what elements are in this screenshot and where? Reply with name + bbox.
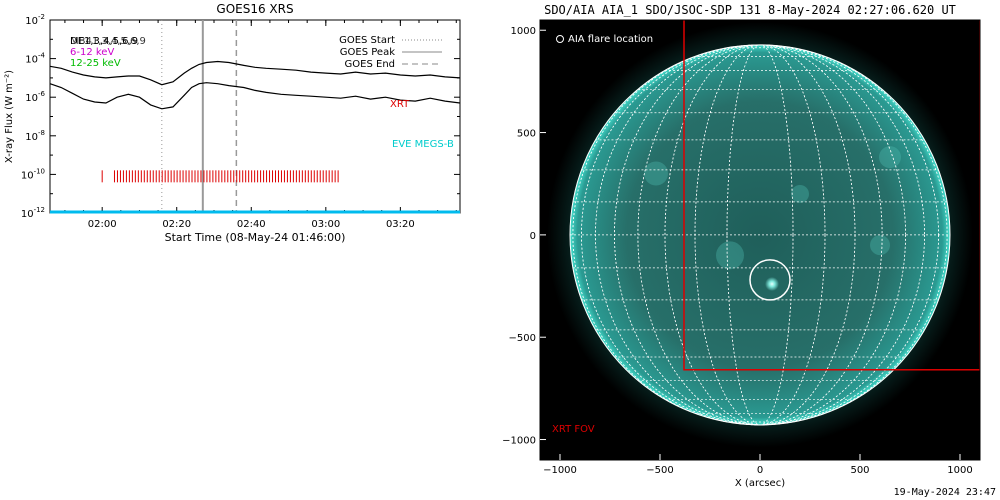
x-tick-label: 500 bbox=[850, 465, 869, 476]
longitude-line bbox=[637, 44, 883, 426]
flare-brightening bbox=[765, 277, 779, 291]
y-tick-label: 10-12 bbox=[21, 206, 45, 220]
goes-xrs-chart: GOES16 XRS 10-2 10-4 10-6 10-8 10-10 10-12 02:0… bbox=[4, 2, 461, 244]
x-tick-label: 02:20 bbox=[162, 219, 191, 230]
x-axis-label: X (arcsec) bbox=[735, 478, 785, 489]
x-tick-label: 1000 bbox=[947, 465, 972, 476]
xrt-fov-box bbox=[683, 20, 980, 371]
flare-legend-symbol bbox=[556, 35, 564, 43]
y-tick-label: −500 bbox=[509, 333, 536, 344]
flux-series-2 bbox=[49, 82, 461, 110]
active-region bbox=[879, 146, 901, 169]
image-title: SDO/AIA AIA_1 SDO/JSOC-SDP 131 8-May-202… bbox=[544, 3, 956, 17]
channel-legend-item: 6-12 keV bbox=[70, 47, 114, 58]
chart-title: GOES16 XRS bbox=[216, 2, 293, 16]
x-tick-label: −500 bbox=[646, 465, 673, 476]
y-tick-label: 10-4 bbox=[25, 52, 45, 66]
y-tick-label: 10-6 bbox=[25, 90, 45, 104]
flux-series-1 bbox=[49, 60, 461, 86]
footer-timestamp: 19-May-2024 23:47 bbox=[893, 487, 996, 498]
y-axis-label: X-ray Flux (W m⁻²) bbox=[4, 70, 15, 163]
active-region bbox=[870, 235, 890, 256]
xrt-label: XRT bbox=[390, 99, 410, 110]
y-tick-label: 0 bbox=[530, 231, 536, 242]
image-content bbox=[540, 20, 980, 460]
x-tick-label: 02:00 bbox=[88, 219, 117, 230]
x-tick-label: 02:40 bbox=[237, 219, 266, 230]
y-tick-label: 1000 bbox=[511, 26, 536, 37]
channel-legend-item: 12-25 keV bbox=[70, 58, 121, 69]
xrt-fov-label: XRT FOV bbox=[552, 424, 595, 435]
flare-legend-label: AIA flare location bbox=[568, 34, 653, 45]
y-tick-label: 10-2 bbox=[25, 13, 45, 27]
x-tick-label: 03:00 bbox=[311, 219, 340, 230]
x-tick-label: −1000 bbox=[543, 465, 577, 476]
y-tick-label: 10-8 bbox=[25, 129, 45, 143]
overprint-label: MB41,3,4,5,6,9 bbox=[70, 36, 146, 47]
active-region bbox=[644, 161, 668, 186]
y-tick-label: 10-10 bbox=[21, 167, 45, 181]
line-legend-label: GOES End bbox=[345, 59, 395, 70]
solar-limb bbox=[569, 44, 951, 426]
y-tick-label: 500 bbox=[517, 129, 536, 140]
line-legend-label: GOES Peak bbox=[340, 47, 395, 58]
line-legend-label: GOES Start bbox=[339, 35, 395, 46]
channel-legend-item: DE1,3,4,5,6,9 bbox=[70, 36, 138, 47]
x-tick-label: 03:20 bbox=[386, 219, 415, 230]
active-region bbox=[716, 241, 744, 270]
active-region bbox=[791, 184, 809, 203]
aia-image-panel: SDO/AIA AIA_1 SDO/JSOC-SDP 131 8-May-202… bbox=[502, 3, 981, 489]
x-tick-label: 0 bbox=[757, 465, 763, 476]
x-axis-label: Start Time (08-May-24 01:46:00) bbox=[165, 231, 346, 244]
y-tick-label: −1000 bbox=[502, 436, 536, 447]
flare-location-circle bbox=[749, 259, 791, 301]
eve-megs-b-label: EVE MEGS-B bbox=[392, 139, 454, 150]
